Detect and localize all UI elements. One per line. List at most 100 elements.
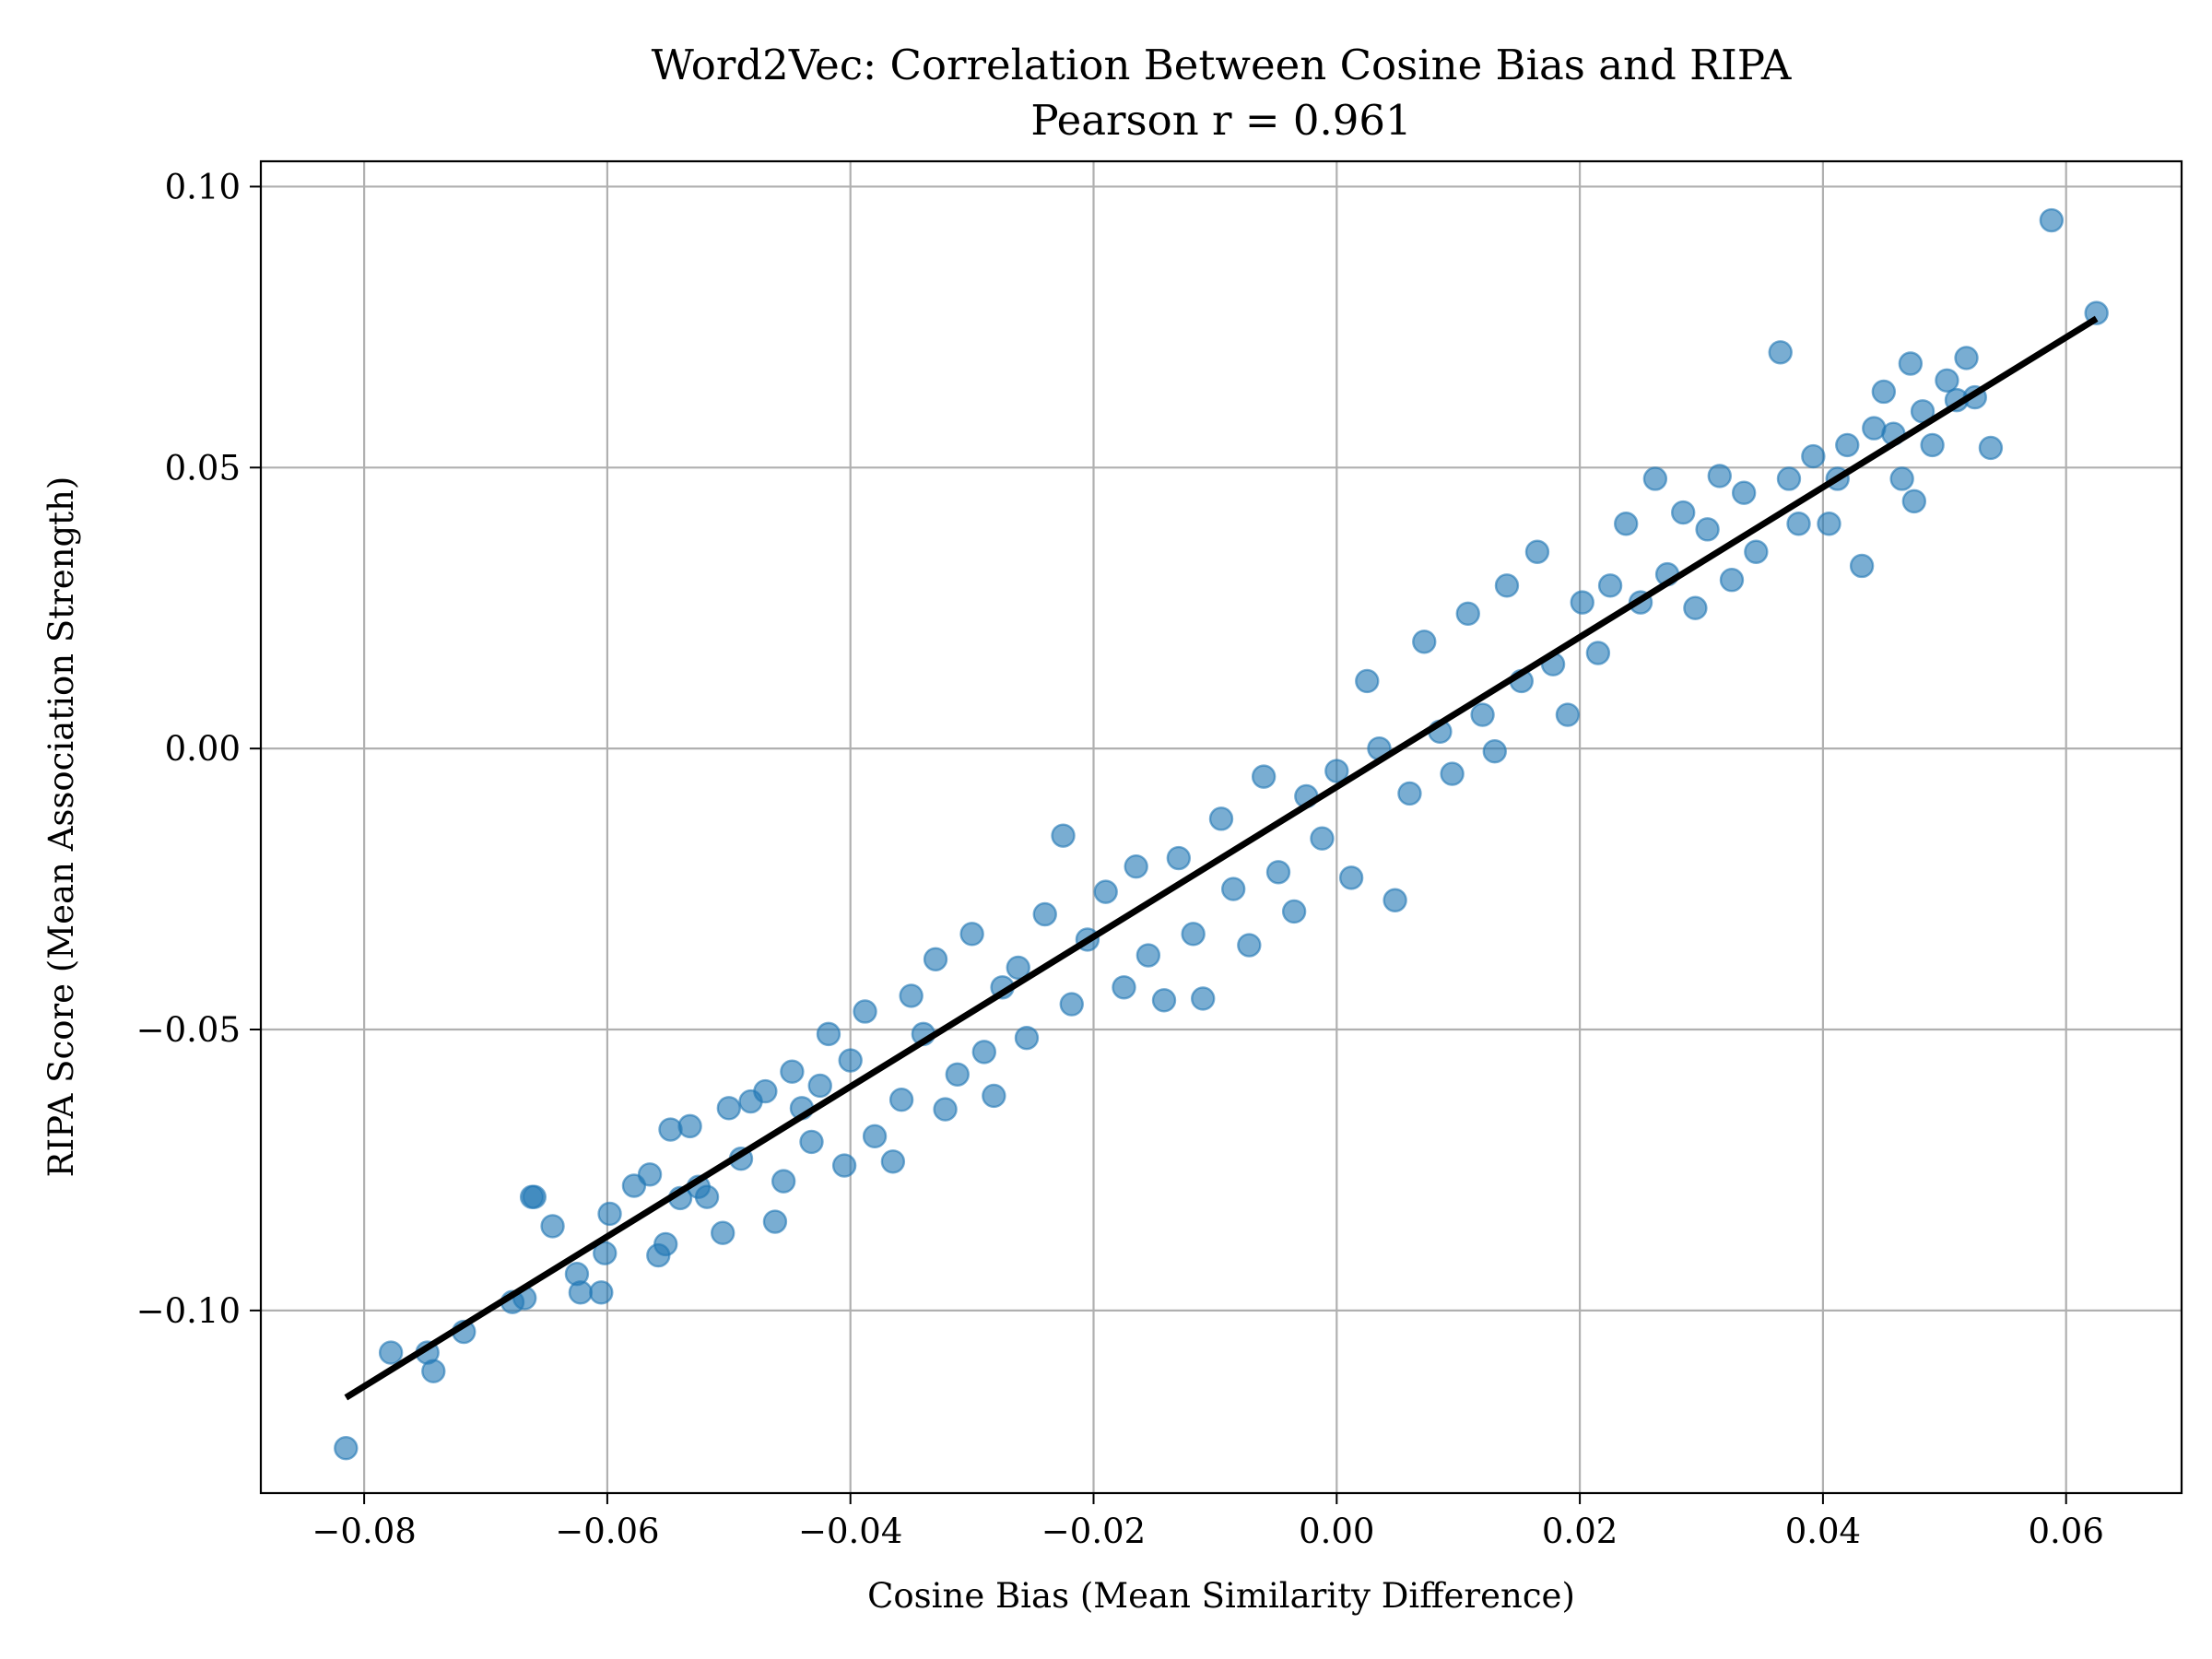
scatter-point	[1237, 933, 1262, 958]
x-tick-label: −0.02	[1041, 1512, 1146, 1551]
scatter-point	[658, 1117, 683, 1142]
scatter-point	[711, 1220, 735, 1245]
scatter-point	[694, 1184, 720, 1209]
scatter-point	[1006, 955, 1030, 981]
x-tick-label: −0.08	[312, 1512, 416, 1551]
scatter-point	[1051, 823, 1076, 848]
scatter-point	[1135, 943, 1161, 968]
scatter-point	[1265, 860, 1291, 885]
scatter-point	[1440, 761, 1465, 786]
scatter-point	[853, 999, 877, 1024]
scatter-point	[1731, 480, 1757, 505]
scatter-point	[677, 1113, 702, 1139]
chart-subtitle: Pearson r = 0.961	[1030, 96, 1411, 145]
scatter-point	[1786, 512, 1811, 536]
scatter-point	[1849, 553, 1875, 579]
scatter-point	[597, 1201, 622, 1227]
axes-frame	[259, 159, 2183, 1495]
scatter-point	[522, 1184, 547, 1209]
scatter-point	[933, 1097, 958, 1122]
scatter-point	[1382, 888, 1407, 912]
x-tick-label: −0.04	[798, 1512, 902, 1551]
scatter-point	[716, 1096, 742, 1121]
scatter-point	[1920, 432, 1945, 458]
scatter-point	[762, 1209, 788, 1234]
scatter-point	[1817, 512, 1841, 536]
scatter-point	[1898, 351, 1924, 376]
scatter-point	[831, 1153, 857, 1178]
y-tick-label: −0.10	[136, 1291, 241, 1331]
scatter-point	[753, 1078, 778, 1104]
scatter-point	[816, 1021, 841, 1047]
scatter-point	[1181, 922, 1206, 947]
scatter-point	[923, 947, 948, 971]
scatter-point	[568, 1280, 594, 1305]
scatter-point	[1338, 865, 1364, 890]
scatter-point	[1208, 806, 1234, 831]
scatter-point	[593, 1241, 618, 1265]
fit-line-layer	[344, 315, 2099, 1401]
scatter-point	[1032, 901, 1057, 927]
scatter-point	[945, 1062, 970, 1087]
scatter-point	[1494, 573, 1520, 598]
scatter-point	[1835, 432, 1860, 458]
scatter-point	[959, 922, 984, 947]
y-tick-label: 0.00	[165, 729, 241, 769]
axis-ticks: −0.08 −0.06 −0.04 −0.02 0.00 0.02 0.04 0.06 −0.1…	[136, 167, 2104, 1551]
scatter-point	[1191, 986, 1216, 1011]
x-tick-label: 0.00	[1299, 1512, 1374, 1551]
y-tick-label: 0.10	[165, 167, 241, 206]
scatter-point	[1151, 988, 1177, 1013]
scatter-point	[771, 1169, 796, 1194]
scatter-point	[1585, 641, 1611, 665]
scatter-point	[1614, 512, 1639, 536]
chart-title: Word2Vec: Correlation Between Cosine Bia…	[652, 41, 1792, 89]
x-tick-label: 0.06	[2029, 1512, 2104, 1551]
scatter-point	[1220, 877, 1246, 901]
scatter-point	[982, 1083, 1006, 1109]
scatter-point	[1683, 595, 1708, 620]
scatter-point	[1014, 1025, 1040, 1051]
scatter-point	[862, 1124, 888, 1149]
scatter-points	[334, 207, 2109, 1461]
scatter-point	[1871, 379, 1897, 405]
scatter-point	[1954, 346, 1979, 371]
scatter-point	[1889, 466, 1914, 491]
scatter-point	[1768, 340, 1793, 365]
scatter-point	[1251, 764, 1277, 789]
scatter-point	[1059, 992, 1084, 1017]
scatter-point	[971, 1040, 996, 1065]
scatter-point	[1901, 488, 1927, 514]
scatter-point	[1397, 781, 1422, 806]
scatter-point	[637, 1162, 663, 1187]
scatter-point	[1978, 435, 2004, 461]
scatter-point	[1482, 738, 1507, 764]
scatter-point	[1166, 845, 1192, 871]
scatter-point	[1310, 826, 1335, 851]
scatter-point	[1112, 975, 1136, 1000]
scatter-point	[1524, 539, 1550, 564]
scatter-point	[799, 1129, 824, 1155]
scatter-point	[1695, 517, 1720, 542]
x-axis-label: Cosine Bias (Mean Similarity Difference)	[867, 1576, 1575, 1616]
scatter-point	[1707, 464, 1732, 488]
scatter-point	[540, 1214, 565, 1239]
scatter-point	[1935, 368, 1959, 393]
scatter-point	[1801, 443, 1826, 469]
scatter-point	[1570, 590, 1594, 615]
scatter-point	[1455, 601, 1480, 627]
scatter-point	[2039, 207, 2065, 233]
scatter-point	[1642, 466, 1668, 491]
scatter-point	[1671, 500, 1696, 525]
regression-line	[344, 315, 2099, 1401]
scatter-point	[888, 1088, 914, 1112]
scatter-point	[1281, 899, 1307, 924]
y-axis-label: RIPA Score (Mean Association Strength)	[41, 477, 81, 1178]
scatter-point	[1776, 466, 1802, 491]
scatter-point	[421, 1359, 446, 1383]
scatter-point	[880, 1149, 906, 1174]
y-tick-label: 0.05	[165, 448, 241, 488]
scatter-point	[1719, 568, 1745, 593]
scatter-point	[1744, 539, 1769, 564]
